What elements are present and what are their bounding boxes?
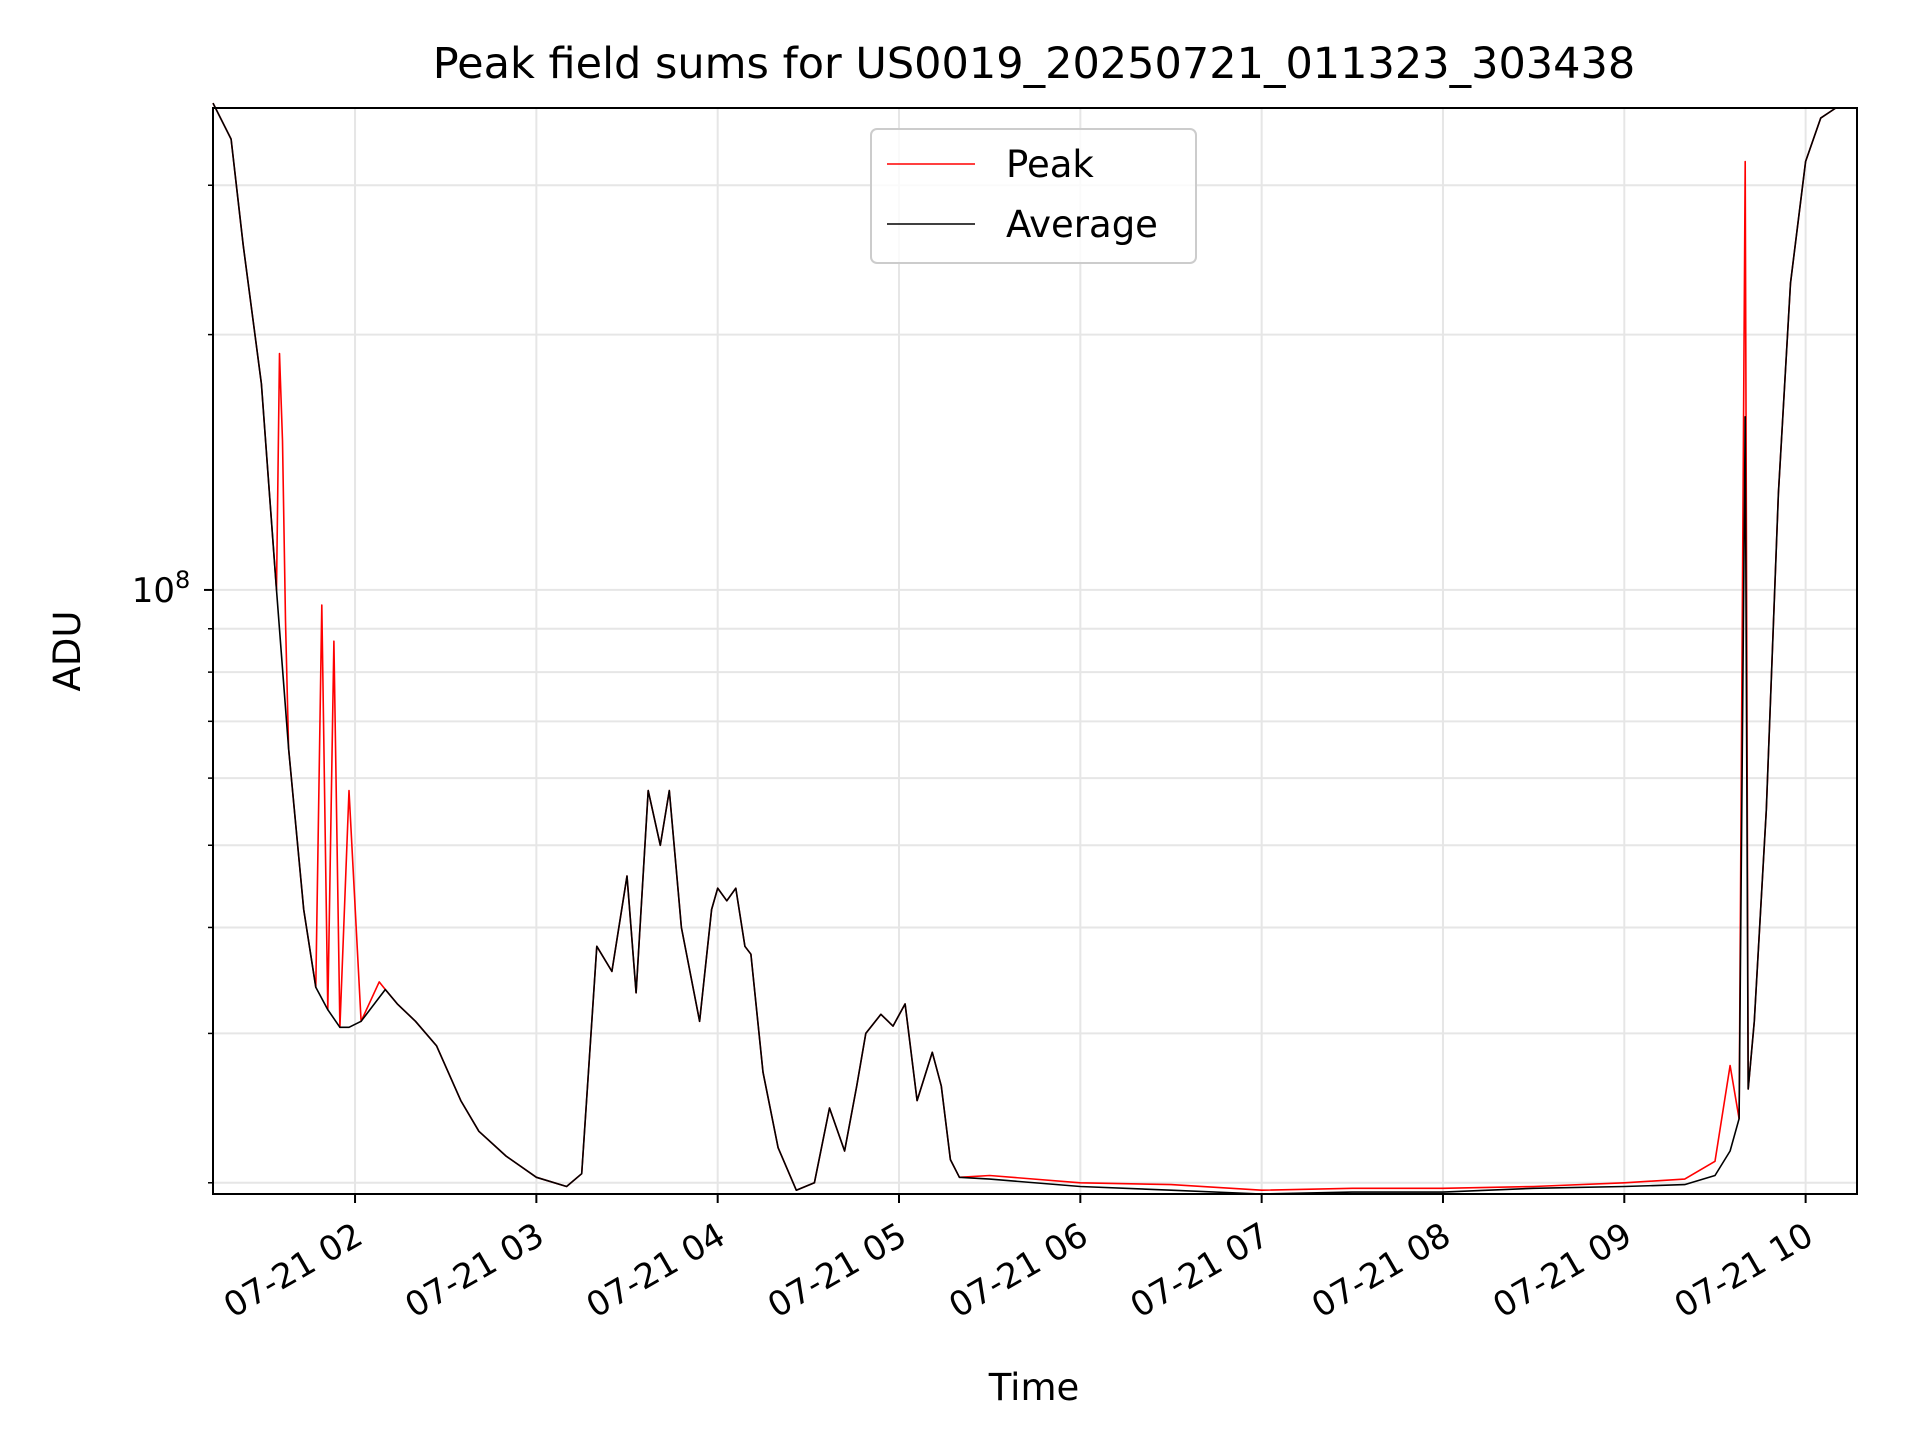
plot-area [212, 102, 1857, 1195]
y-tick-label: 108 [132, 566, 191, 611]
y-axis-label: ADU [46, 611, 89, 692]
x-axis-label: Time [988, 1366, 1080, 1409]
chart-title: Peak field sums for US0019_20250721_0113… [433, 39, 1636, 89]
legend-label-peak: Peak [1006, 143, 1094, 186]
legend-label-average: Average [1006, 203, 1158, 246]
legend-box [870, 128, 1197, 264]
legend: Peak Average [870, 128, 1197, 264]
series-line-average [212, 102, 1857, 1195]
plot-frame [212, 107, 1858, 1195]
y-axis-ticks: 108 [132, 184, 213, 1184]
